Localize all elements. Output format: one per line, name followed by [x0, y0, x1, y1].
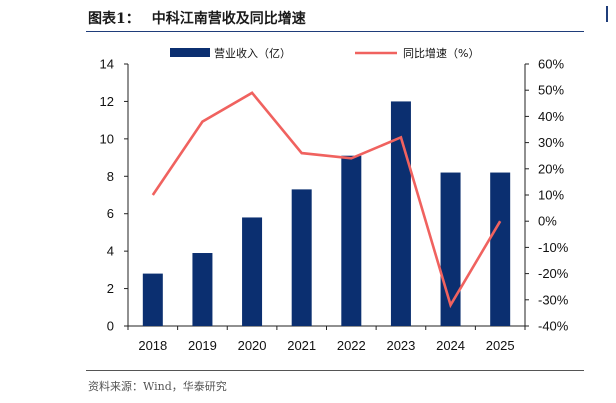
- legend-swatch-revenue: [170, 48, 210, 57]
- revenue-bar: [291, 189, 312, 326]
- figure-label: 图表1：: [88, 11, 140, 27]
- right-tick-label: 40%: [538, 109, 564, 124]
- x-tick-label: 2024: [436, 338, 465, 353]
- left-tick-label: 8: [107, 169, 114, 184]
- figure-title: 图表1： 中科江南营收及同比增速: [88, 8, 318, 28]
- x-tick-label: 2023: [386, 338, 415, 353]
- growth-line: [151, 91, 502, 309]
- right-tick-label: 10%: [538, 188, 564, 203]
- legend-label-growth: 同比增速（%）: [403, 46, 479, 60]
- revenue-bar: [390, 101, 411, 326]
- right-tick-label: -30%: [538, 292, 569, 307]
- left-tick-label: 0: [107, 319, 114, 334]
- left-tick-label: 2: [107, 281, 114, 296]
- revenue-bar: [142, 273, 163, 326]
- x-tick-label: 2022: [337, 338, 366, 353]
- right-tick-label: -10%: [538, 240, 569, 255]
- right-tick-label: 60%: [538, 57, 564, 72]
- left-tick-label: 14: [100, 57, 114, 72]
- left-tick-label: 10: [100, 131, 114, 146]
- source-note: 资料来源：Wind，华泰研究: [88, 380, 227, 393]
- adjacent-figure-edge: [606, 6, 616, 22]
- x-tick-label: 2021: [287, 338, 316, 353]
- title-rule: [86, 31, 584, 32]
- right-tick-label: 20%: [538, 161, 564, 176]
- revenue-bar: [341, 155, 362, 326]
- legend-label-revenue: 营业收入（亿）: [214, 46, 291, 60]
- left-tick-label: 6: [107, 206, 114, 221]
- footer-rule: [86, 370, 584, 371]
- x-tick-label: 2020: [238, 338, 267, 353]
- revenue-bar: [192, 253, 213, 326]
- revenue-bar: [490, 172, 511, 326]
- revenue-bar: [242, 217, 263, 326]
- left-tick-label: 12: [100, 94, 114, 109]
- x-tick-label: 2019: [188, 338, 217, 353]
- x-tick-label: 2018: [138, 338, 167, 353]
- right-tick-label: 50%: [538, 83, 564, 98]
- right-tick-label: 0%: [538, 214, 557, 229]
- right-tick-label: -20%: [538, 266, 569, 281]
- right-tick-label: 30%: [538, 135, 564, 150]
- x-tick-label: 2025: [486, 338, 515, 353]
- right-tick-label: -40%: [538, 319, 569, 334]
- left-tick-label: 4: [107, 244, 114, 259]
- figure-title-text: 中科江南营收及同比增速: [151, 11, 306, 27]
